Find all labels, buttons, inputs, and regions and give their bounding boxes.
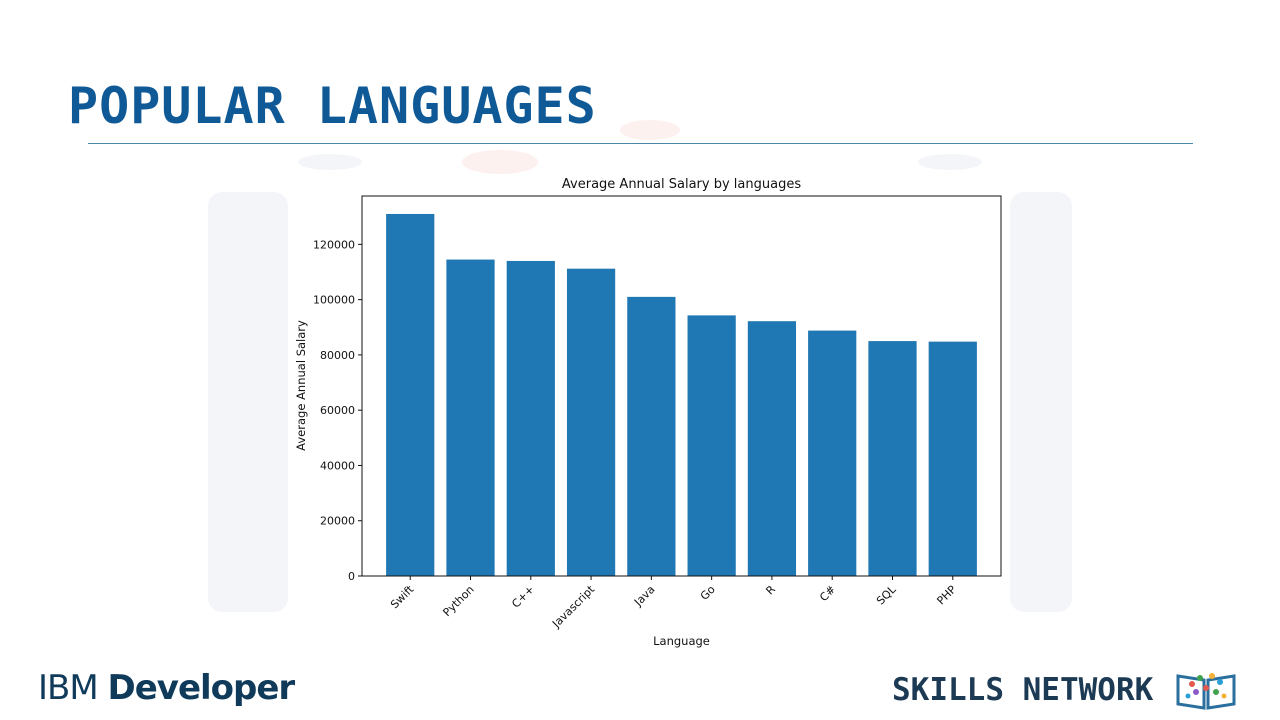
- brand-developer-text: Developer: [107, 668, 296, 708]
- bar-go: [687, 315, 736, 576]
- page-title: POPULAR LANGUAGES: [68, 77, 597, 135]
- y-axis-label: Average Annual Salary: [294, 320, 308, 451]
- bar-sql: [868, 341, 917, 576]
- bar-python: [446, 259, 495, 576]
- x-tick-label: C++: [509, 583, 537, 611]
- y-tick-label: 0: [348, 570, 355, 583]
- x-tick-label: Python: [440, 583, 476, 619]
- plot-frame: [361, 195, 1002, 577]
- y-axis-ticks: 0 20000 40000 60000 80000 100000 120000: [313, 238, 362, 583]
- x-tick-label: Go: [698, 583, 718, 603]
- brand-ibm-text: IBM: [38, 668, 108, 708]
- y-tick-label: 20000: [320, 515, 355, 528]
- ibm-developer-logo: IBM Developer: [38, 666, 296, 710]
- x-tick-label: C#: [817, 583, 838, 604]
- skills-network-book-icon: [1176, 673, 1236, 710]
- bar-group: [386, 213, 977, 577]
- bar-c: [506, 260, 555, 576]
- x-axis-label: Language: [653, 634, 710, 648]
- x-tick-label: PHP: [934, 583, 959, 608]
- y-tick-label: 60000: [320, 404, 355, 417]
- y-tick-label: 80000: [320, 349, 355, 362]
- y-tick-label: 100000: [313, 294, 355, 307]
- bar-php: [928, 341, 977, 576]
- bar-javascript: [566, 268, 616, 576]
- bar-c: [808, 330, 857, 576]
- x-tick-label: SQL: [874, 582, 899, 607]
- title-divider: [88, 143, 1193, 144]
- x-tick-label: R: [763, 583, 778, 598]
- x-tick-label: Swift: [388, 582, 417, 611]
- y-tick-label: 120000: [313, 238, 355, 251]
- skills-network-wordmark: SKILLS NETWORK: [892, 672, 1154, 708]
- x-tick-label: Javascript: [549, 582, 597, 630]
- y-tick-label: 40000: [320, 459, 355, 472]
- x-tick-label: Java: [631, 583, 657, 609]
- x-axis-ticks: Swift Python C++ Javascript Java Go R C# SQL PHP: [388, 576, 959, 631]
- bar-r: [747, 321, 797, 576]
- bar-java: [627, 296, 676, 576]
- chart-title: Average Annual Salary by languages: [562, 177, 801, 192]
- bar-swift: [386, 213, 435, 577]
